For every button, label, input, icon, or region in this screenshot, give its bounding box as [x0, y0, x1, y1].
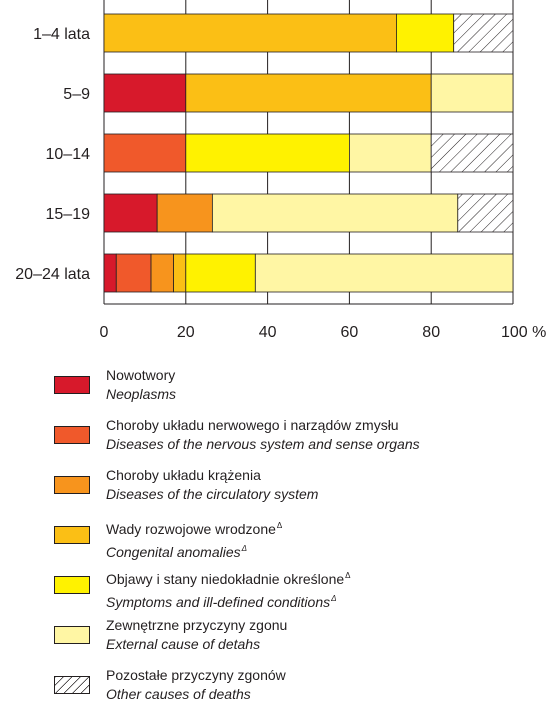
bar-segment: [173, 253, 187, 293]
x-tick-label: 0: [100, 324, 109, 341]
legend-label-en-text: Congenital anomalies: [106, 544, 241, 560]
legend-swatch-neoplasms: [54, 376, 90, 394]
delta-mark: Δ: [276, 521, 283, 530]
legend-label-pl-text: Wady rozwojowe wrodzone: [106, 521, 276, 537]
bar-segment: [211, 193, 459, 233]
category-label: 20–24 lata: [15, 266, 90, 283]
legend-label-pl: Zewnętrzne przyczyny zgonu: [106, 617, 288, 633]
category-label: 15–19: [46, 206, 91, 223]
legend-label-en: Neoplasms: [106, 386, 177, 402]
legend-item-neoplasms: Nowotwory Neoplasms: [52, 364, 542, 414]
legend-item-circulatory: Choroby układu krążenia Diseases of the …: [52, 464, 542, 514]
legend-label-en: Diseases of the nervous system and sense…: [106, 436, 420, 452]
bar-segment: [185, 133, 350, 173]
bar-segment: [103, 193, 158, 233]
legend-text: Nowotwory Neoplasms: [106, 366, 176, 404]
x-tick-label: 80: [422, 324, 440, 341]
legend-label-pl: Pozostałe przyczyny zgonów: [106, 667, 286, 683]
bar-segment: [430, 133, 514, 173]
bar-segment: [396, 13, 455, 53]
legend-swatch-congenital: [54, 526, 90, 544]
legend-swatch-ill-defined: [54, 576, 90, 594]
legend-text: Pozostałe przyczyny zgonów Other causes …: [106, 666, 286, 704]
bar-segment: [185, 73, 432, 113]
stacked-bar-chart: 1–4 lata 5–9 10–14 15–19 20–24 lata 0 20 40 60 80…: [15, 0, 546, 341]
bar-segment: [430, 73, 514, 113]
delta-mark: Δ: [241, 544, 248, 553]
legend-label-en: Diseases of the circulatory system: [106, 486, 319, 502]
legend-label-pl: Wady rozwojowe wrodzoneΔ: [106, 516, 282, 539]
legend-label-pl: Nowotwory: [106, 367, 176, 383]
legend-swatch-other: [54, 676, 90, 694]
legend-text: Wady rozwojowe wrodzoneΔ Congenital anom…: [106, 516, 282, 562]
legend-label-pl: Choroby układu nerwowego i narządów zmys…: [106, 417, 399, 433]
bar-segment: [156, 193, 213, 233]
category-label: 5–9: [63, 86, 90, 103]
delta-mark: Δ: [345, 571, 351, 580]
legend-item-ill-defined: Objawy i stany niedokładnie określoneΔ S…: [52, 564, 542, 614]
legend-item-other: Pozostałe przyczyny zgonów Other causes …: [52, 664, 542, 714]
legend-item-external: Zewnętrzne przyczyny zgonu External caus…: [52, 614, 542, 664]
x-tick-label: 40: [259, 324, 277, 341]
bar-segment: [457, 193, 514, 233]
bar-segment: [254, 253, 514, 293]
bar-segment: [185, 253, 256, 293]
legend-label-pl: Objawy i stany niedokładnie określoneΔ: [106, 566, 350, 589]
delta-mark: Δ: [331, 594, 337, 603]
legend: Nowotwory Neoplasms Choroby układu nerwo…: [52, 364, 542, 714]
legend-text: Choroby układu krążenia Diseases of the …: [106, 466, 318, 504]
category-label: 1–4 lata: [33, 26, 90, 43]
legend-item-congenital: Wady rozwojowe wrodzoneΔ Congenital anom…: [52, 514, 542, 564]
bar-segment: [103, 133, 187, 173]
legend-text: Zewnętrzne przyczyny zgonu External caus…: [106, 616, 287, 654]
legend-label-en: Congenital anomaliesΔ: [106, 539, 282, 562]
legend-label-en: Other causes of deaths: [106, 686, 251, 702]
legend-label-en: Symptoms and ill-defined conditionsΔ: [106, 589, 350, 612]
legend-label-pl-text: Objawy i stany niedokładnie określone: [106, 571, 345, 587]
legend-text: Choroby układu nerwowego i narządów zmys…: [106, 416, 420, 454]
legend-swatch-external: [54, 626, 90, 644]
legend-label-pl: Choroby układu krążenia: [106, 467, 261, 483]
bar-segment: [150, 253, 174, 293]
bar-segment: [103, 253, 117, 293]
legend-item-nervous-system: Choroby układu nerwowego i narządów zmys…: [52, 414, 542, 464]
x-tick-label: 60: [341, 324, 359, 341]
bar-segment: [348, 133, 432, 173]
x-tick-label: 100 %: [501, 324, 546, 341]
bar-segment: [103, 73, 187, 113]
bar-segment: [103, 13, 397, 53]
x-tick-label: 20: [177, 324, 195, 341]
legend-swatch-nervous-system: [54, 426, 90, 444]
legend-label-en-text: Symptoms and ill-defined conditions: [106, 594, 331, 610]
category-label: 10–14: [46, 146, 91, 163]
legend-text: Objawy i stany niedokładnie określoneΔ S…: [106, 566, 350, 612]
legend-label-en: External cause of detahs: [106, 636, 261, 652]
bar-segment: [115, 253, 152, 293]
bar-segment: [453, 13, 514, 53]
legend-swatch-circulatory: [54, 476, 90, 494]
